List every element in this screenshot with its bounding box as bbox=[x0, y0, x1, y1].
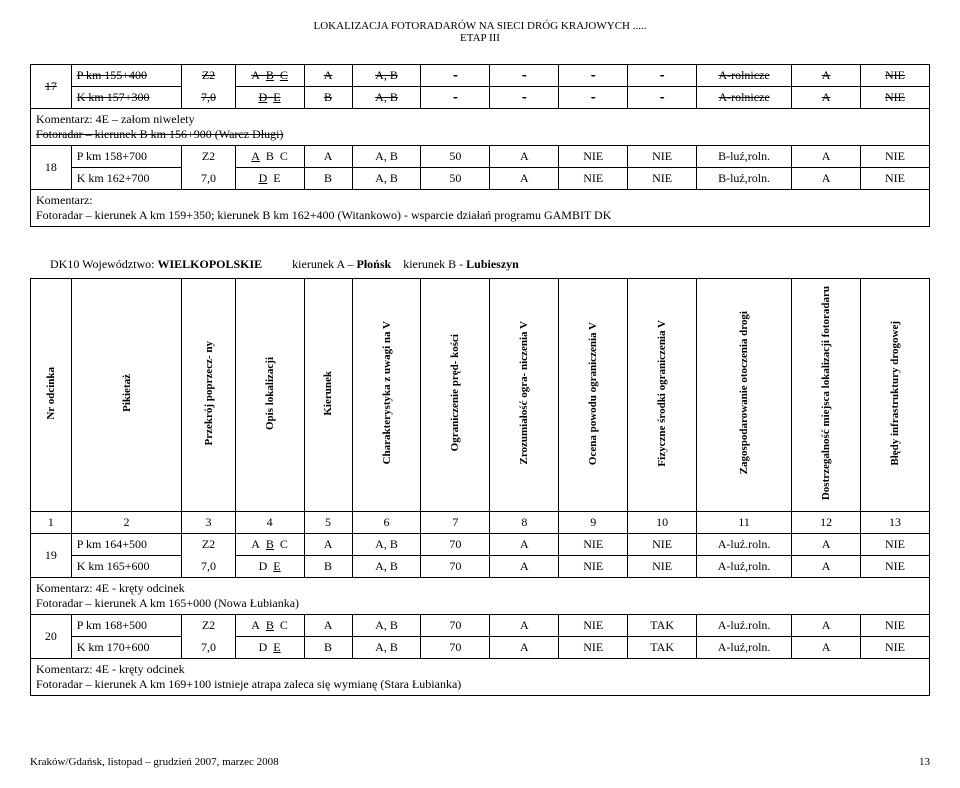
header-line1: LOKALIZACJA FOTORADARÓW NA SIECI DRÓG KR… bbox=[30, 20, 930, 32]
page-header: LOKALIZACJA FOTORADARÓW NA SIECI DRÓG KR… bbox=[30, 20, 930, 44]
table-2: Nr odcinka Pikietaż Przekrój poprzecz- n… bbox=[30, 278, 930, 696]
comment-row: Komentarz:Fotoradar – kierunek A km 159+… bbox=[31, 190, 930, 227]
table-row: 19P km 164+500Z2A B CAA, B70ANIENIEA-luź… bbox=[31, 534, 930, 556]
table-row: 18P km 158+700Z2A B CAA, B50ANIENIEB-luź… bbox=[31, 146, 930, 168]
hdr-opis: Opis lokalizacji bbox=[264, 353, 276, 434]
hdr-char: Charakterystyka z uwagi na V bbox=[381, 317, 393, 468]
table-row: K km 162+7007,0D EBA, B50ANIENIEB-luź,ro… bbox=[31, 168, 930, 190]
table-row: K km 157+3007,0D EBA, B----A-rolniczeANI… bbox=[31, 87, 930, 109]
hdr-oc: Ocena powodu ograniczenia V bbox=[587, 318, 599, 469]
table-row: 20P km 168+500Z2A B CAA, B70ANIETAKA-luź… bbox=[31, 615, 930, 637]
hdr-zag: Zagospodarowanie otoczenia drogi bbox=[738, 307, 750, 478]
hdr-dos: Dostrzegalność miejsca lokalizacji fotor… bbox=[820, 282, 832, 504]
hdr-pik: Pikietaż bbox=[121, 370, 133, 416]
footer-right: 13 bbox=[919, 756, 930, 768]
table-row: 17P km 155+400Z2A B CAA, B----A-rolnicze… bbox=[31, 65, 930, 87]
comment-row: Komentarz: 4E - kręty odcinekFotoradar –… bbox=[31, 578, 930, 615]
comment-row: Komentarz: 4E – załom niweletyFotoradar … bbox=[31, 109, 930, 146]
number-row: 1 2 3 4 5 6 7 8 9 10 11 12 13 bbox=[31, 512, 930, 534]
table-row: K km 170+6007,0D EBA, B70ANIETAKA-luź,ro… bbox=[31, 637, 930, 659]
page-footer: Kraków/Gdańsk, listopad – grudzień 2007,… bbox=[30, 756, 930, 768]
header-line2: ETAP III bbox=[30, 32, 930, 44]
hdr-ble: Błędy infrastruktury drogowej bbox=[889, 317, 901, 470]
hdr-prz: Przekrój poprzecz- ny bbox=[203, 337, 215, 449]
hdr-zr: Zrozumiałość ogra- niczenia V bbox=[518, 317, 530, 469]
hdr-kier: Kierunek bbox=[322, 367, 334, 420]
footer-left: Kraków/Gdańsk, listopad – grudzień 2007,… bbox=[30, 756, 279, 768]
table-1: 17P km 155+400Z2A B CAA, B----A-rolnicze… bbox=[30, 64, 930, 227]
hdr-nr: Nr odcinka bbox=[45, 363, 57, 424]
hdr-ogr: Ograniczenie pręd- kości bbox=[449, 330, 461, 455]
table-row: K km 165+6007,0D EBA, B70ANIENIEA-luź,ro… bbox=[31, 556, 930, 578]
comment-row: Komentarz: 4E - kręty odcinekFotoradar –… bbox=[31, 659, 930, 696]
header-row: Nr odcinka Pikietaż Przekrój poprzecz- n… bbox=[31, 279, 930, 512]
section2-title: DK10 Województwo: WIELKOPOLSKIE kierunek… bbox=[50, 257, 930, 272]
hdr-fiz: Fizyczne środki ograniczenia V bbox=[656, 316, 668, 471]
